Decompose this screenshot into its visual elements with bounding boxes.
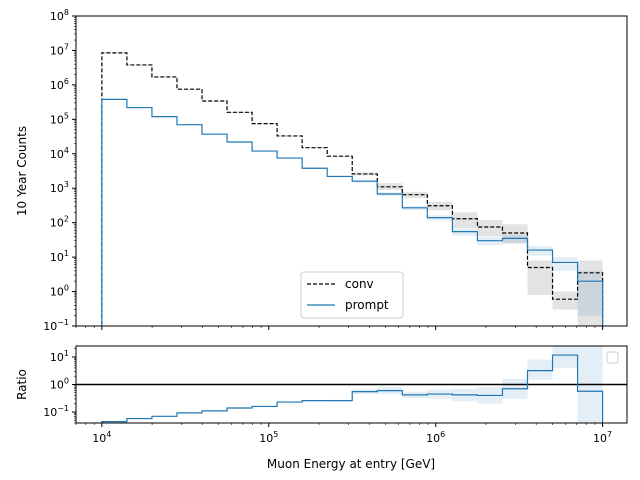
x-tick-label: 105: [259, 430, 278, 445]
conv-band-18: [552, 291, 578, 310]
x-tick-label: 104: [92, 430, 111, 445]
legend-empty-box: [606, 351, 619, 364]
plot-area: [101, 52, 604, 326]
legend: conv prompt: [300, 271, 404, 319]
prompt-band-18: [552, 257, 578, 271]
ratio-band-18: [552, 346, 578, 368]
axes-frame: [75, 15, 628, 327]
y-tick-label: 107: [50, 42, 69, 57]
y-tick-label: 100: [50, 377, 69, 392]
x-axis-label: Muon Energy at entry [GeV]: [267, 457, 435, 471]
prompt-band-16: [502, 234, 528, 244]
ratio-series-line: [101, 354, 604, 423]
conv-band-17: [527, 260, 553, 295]
ratio-band-17: [527, 359, 553, 380]
legend-label-prompt: prompt: [345, 298, 389, 312]
y-axis-label: Ratio: [15, 369, 29, 400]
y-tick-label: 108: [50, 8, 69, 23]
y-axis-label: 10 Year Counts: [15, 126, 29, 216]
ratio-band-19: [577, 346, 603, 423]
y-tick-label: 10−1: [43, 404, 69, 419]
prompt-series-line: [101, 98, 604, 326]
conv-band-2: [151, 76, 177, 78]
conv-band-15: [477, 219, 503, 237]
y-tick-label: 10−1: [43, 318, 69, 333]
y-tick-label: 101: [50, 349, 69, 364]
conv-band-14: [452, 212, 478, 229]
conv-band-19: [577, 260, 603, 326]
prompt-band-19: [577, 270, 603, 316]
counts-panel: 10−1 100 101 102 103 104 105 106 107 108 10 Year C…: [15, 8, 628, 333]
x-tick-label: 107: [593, 430, 612, 445]
plot-area: [76, 346, 627, 423]
prompt-band-17: [527, 246, 553, 256]
conv-band-3: [176, 88, 203, 90]
y-tick-label: 106: [50, 77, 69, 92]
y-tick-label: 102: [50, 215, 69, 230]
y-tick-label: 101: [50, 249, 69, 264]
y-tick-label: 100: [50, 284, 69, 299]
ratio-panel: 10−1 100 101 104 105 106 107 Ratio: [15, 345, 628, 445]
x-tick-label: 106: [426, 430, 445, 445]
y-tick-label: 103: [50, 180, 69, 195]
y-tick-label: 105: [50, 111, 69, 126]
legend-label-conv: conv: [345, 277, 374, 291]
y-tick-label: 104: [50, 146, 69, 161]
